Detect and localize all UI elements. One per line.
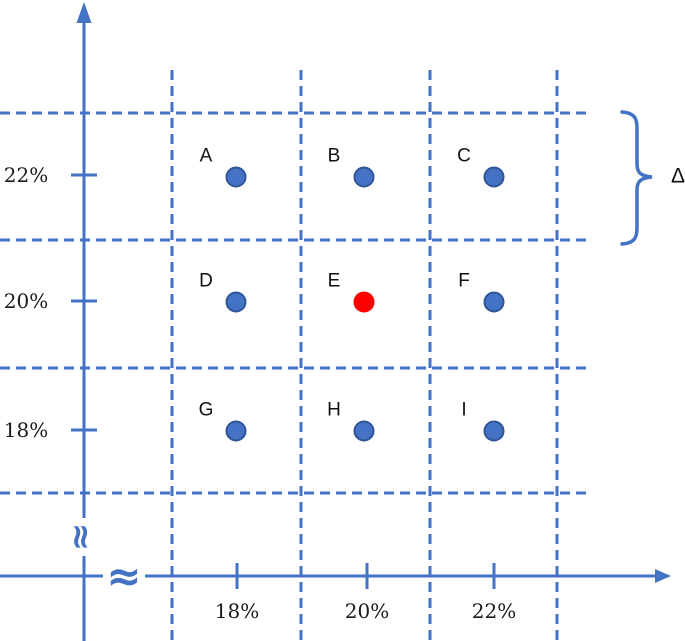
data-point-f [483, 291, 505, 313]
point-label-e: E [328, 271, 341, 292]
point-label-g: G [199, 400, 214, 421]
y-tick-label: 20% [4, 289, 48, 313]
x-tick-label: 18% [215, 599, 259, 623]
data-point-e [353, 291, 375, 313]
data-point-h [353, 420, 375, 442]
point-label-f: F [458, 271, 470, 292]
point-label-c: C [457, 146, 471, 167]
data-point-a [225, 166, 247, 188]
point-label-a: A [200, 146, 213, 167]
data-point-b [353, 166, 375, 188]
delta-label: Δ [671, 165, 685, 188]
points-layer: A B C D E F G H I [199, 146, 505, 442]
data-point-c [483, 166, 505, 188]
y-tick-label: 18% [4, 418, 48, 442]
x-axis-break-icon: ≈ [106, 552, 141, 601]
y-tick-label: 22% [4, 163, 48, 187]
axes-layer: ≈≈22% 20% 18% 18% 20% 22% [0, 2, 671, 641]
x-axis-arrowhead-icon [655, 569, 671, 583]
delta-brace-icon [620, 110, 653, 246]
data-point-g [225, 420, 247, 442]
y-axis-arrowhead-icon [76, 2, 92, 23]
point-label-i: I [461, 400, 466, 421]
x-tick-label: 20% [345, 599, 389, 623]
grid-layer [0, 70, 592, 641]
y-axis-break-icon: ≈ [61, 523, 101, 552]
point-label-d: D [199, 271, 213, 292]
x-tick-label: 22% [472, 599, 516, 623]
point-label-h: H [327, 400, 341, 421]
point-label-b: B [328, 146, 341, 167]
brace-layer: Δ [620, 110, 685, 246]
data-point-d [225, 291, 247, 313]
data-point-i [483, 420, 505, 442]
